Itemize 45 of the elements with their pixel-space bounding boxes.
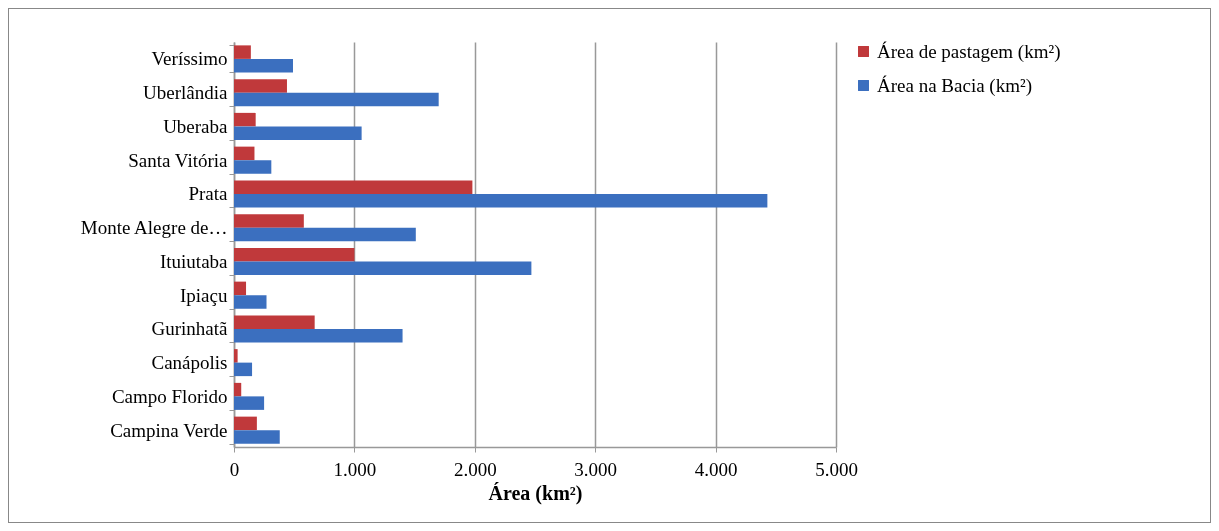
y-tick-label: Prata — [188, 183, 229, 205]
bar — [234, 295, 267, 309]
bar — [234, 160, 272, 174]
x-axis-title: Área (km²) — [488, 481, 583, 505]
bar — [234, 328, 403, 343]
bar — [234, 146, 255, 161]
bar — [234, 227, 416, 242]
y-tick-label: Campo Florido — [111, 385, 228, 407]
y-tick-label: Uberaba — [163, 115, 229, 137]
bar — [234, 193, 768, 208]
bar — [234, 349, 238, 363]
legend-label: Área na Bacia (km²) — [877, 74, 1032, 97]
bar — [234, 430, 280, 444]
bar — [234, 45, 251, 59]
y-tick-label: Ipiaçu — [180, 284, 228, 306]
y-tick-label: Monte Alegre de… — [80, 217, 228, 239]
y-tick-label: Ituiutaba — [159, 250, 229, 272]
bar — [234, 315, 315, 329]
x-tick-label: 1.000 — [333, 458, 377, 480]
x-tick-label: 3.000 — [574, 458, 618, 480]
bar — [234, 396, 265, 410]
bar — [234, 79, 287, 93]
x-tick-label: 2.000 — [453, 458, 497, 480]
x-tick-label: 4.000 — [694, 458, 738, 480]
bar — [234, 180, 473, 194]
y-tick-label: Canápolis — [151, 352, 228, 374]
bar — [234, 126, 362, 140]
bar — [234, 416, 257, 431]
y-tick-label: Gurinhatã — [151, 318, 229, 340]
bar — [234, 281, 247, 296]
bar — [234, 58, 293, 73]
x-tick-label: 0 — [229, 458, 240, 480]
bar — [234, 362, 253, 377]
bar — [234, 261, 532, 275]
bar — [234, 382, 242, 397]
y-tick-label: Uberlândia — [143, 82, 229, 104]
x-tick-label: 5.000 — [815, 458, 858, 480]
bar — [234, 214, 304, 228]
bar — [234, 112, 256, 127]
y-tick-label: Veríssimo — [151, 48, 228, 70]
bar — [234, 247, 355, 262]
y-tick-label: Santa Vitória — [128, 149, 229, 171]
y-tick-label: Campina Verde — [110, 419, 228, 441]
legend-label: Área de pastagem (km²) — [877, 40, 1061, 63]
bar — [234, 92, 439, 107]
